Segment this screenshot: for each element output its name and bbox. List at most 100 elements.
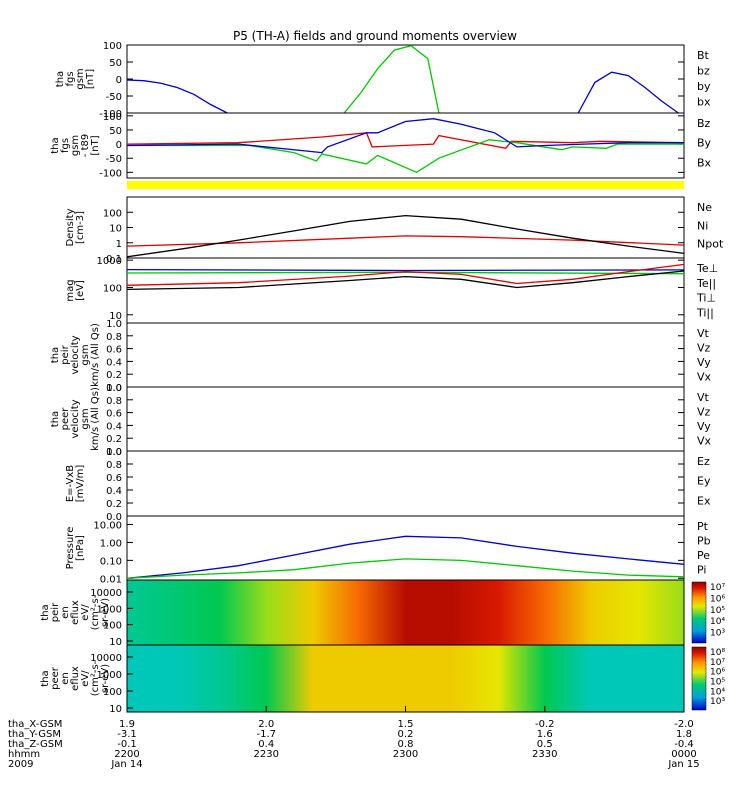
colorbar-label: 10³ xyxy=(710,697,725,707)
chart-title: P5 (TH-A) fields and ground moments over… xyxy=(233,29,517,43)
series-By-line xyxy=(127,139,684,174)
ephemeris-value: -0.4 xyxy=(674,739,694,750)
legend-Ex: Ex xyxy=(697,494,711,507)
ephemeris-value: 0000 xyxy=(671,749,696,760)
y-axis-label: [nT] xyxy=(85,69,96,89)
heatmap-peir-eflux xyxy=(127,580,684,645)
y-axis-label: peir xyxy=(50,602,61,622)
panel-frame-pressure xyxy=(126,515,685,581)
legend-Pi: Pi xyxy=(697,564,706,577)
ephemeris-label: hhmm xyxy=(8,749,40,760)
colorbar-label: 10⁴ xyxy=(710,687,725,697)
colorbar-peir-eflux xyxy=(691,581,707,644)
series-Te⊥-line xyxy=(126,263,685,286)
y-axis-label: peer xyxy=(50,666,61,690)
y-tick-label: 10 xyxy=(109,704,122,715)
legend-Ey: Ey xyxy=(697,475,711,488)
ephemeris-value: -3.1 xyxy=(117,729,137,740)
colorbar-label: 10⁷ xyxy=(710,658,725,668)
y-axis-label: mag xyxy=(65,279,76,301)
panel-frame-efield xyxy=(126,450,685,517)
legend-Vt: Vt xyxy=(697,391,710,404)
y-axis-label: km/s (All Qs) xyxy=(90,323,101,387)
series-bx-line xyxy=(577,71,679,114)
y-tick-label: 0.0 xyxy=(106,512,122,523)
series-Ne-line xyxy=(126,235,685,247)
legend-By: By xyxy=(697,137,712,150)
y-axis-label: tha xyxy=(50,411,61,427)
series-Bz-line xyxy=(126,132,685,150)
ephemeris-value: 2300 xyxy=(393,749,418,760)
legend-Bt: Bt xyxy=(697,49,710,62)
y-tick-label: 10000 xyxy=(90,588,122,599)
y-tick-label: -100 xyxy=(99,109,122,120)
y-tick-label: 100 xyxy=(103,283,122,294)
legend-Pb: Pb xyxy=(697,535,711,548)
y-tick-label: 1 xyxy=(116,239,122,250)
y-tick-label: 0.10 xyxy=(100,556,122,567)
y-axis-label: [eV] xyxy=(75,280,86,301)
ephemeris-value: 1.5 xyxy=(398,719,414,730)
y-axis-label: (cm²-s- xyxy=(90,594,101,630)
y-tick-label: 50 xyxy=(109,126,122,137)
ephemeris-label: tha_Y-GSM xyxy=(8,729,61,740)
y-tick-label: 100 xyxy=(103,112,122,123)
legend-Bz: Bz xyxy=(697,117,711,130)
y-axis-label: km/s (All Qs) xyxy=(90,387,101,451)
y-tick-label: 10000 xyxy=(90,653,122,664)
y-tick-label: 1.0 xyxy=(106,447,122,458)
y-axis-label: en xyxy=(60,606,71,619)
y-tick-label: 0.8 xyxy=(106,332,122,343)
ephemeris-value: 1.8 xyxy=(676,729,692,740)
ephemeris-value: 2330 xyxy=(532,749,557,760)
legend-Vz: Vz xyxy=(697,406,711,419)
y-tick-label: 0.0 xyxy=(106,447,122,458)
y-tick-label: 0.2 xyxy=(106,499,122,510)
data-availability-bar xyxy=(127,181,684,189)
y-tick-label: 0.8 xyxy=(106,396,122,407)
ephemeris-value: 0.4 xyxy=(258,739,274,750)
legend-Ti⊥: Ti⊥ xyxy=(696,292,716,305)
series-Te||-line xyxy=(126,270,685,291)
y-axis-label: eV/ xyxy=(80,670,91,687)
y-axis-label: tha xyxy=(40,670,51,686)
colorbar-label: 10⁶ xyxy=(710,668,725,678)
y-tick-label: 0.4 xyxy=(106,357,122,368)
legend-Pt: Pt xyxy=(697,520,709,533)
legend-Vy: Vy xyxy=(697,356,711,369)
colorbar-label: 10⁸ xyxy=(710,648,725,658)
y-tick-label: 10 xyxy=(109,224,122,235)
ephemeris-label: tha_X-GSM xyxy=(8,719,62,730)
legend-Vx: Vx xyxy=(697,435,712,448)
y-axis-label: gsm xyxy=(80,344,91,365)
y-axis-label: tha xyxy=(55,71,66,87)
colorbar-label: 10⁵ xyxy=(710,678,725,688)
y-axis-label: (cm²-s- xyxy=(90,660,101,696)
y-tick-label: 100 xyxy=(103,687,122,698)
legend-Vt: Vt xyxy=(697,327,710,340)
y-axis-label: fgs xyxy=(60,138,71,153)
y-axis-label: gsm xyxy=(80,408,91,429)
y-axis-label: Pressure xyxy=(65,527,76,570)
y-axis-label: gsm xyxy=(70,135,81,156)
colorbar-label: 10⁴ xyxy=(710,617,725,627)
series-Pi-line xyxy=(126,535,685,579)
y-tick-label: 0.6 xyxy=(106,409,122,420)
y-tick-label: 1000 xyxy=(97,604,122,615)
legend-Ez: Ez xyxy=(697,455,710,468)
panel-frame-temperature xyxy=(126,257,685,324)
heatmap-peer-eflux xyxy=(127,645,684,712)
y-tick-label: 0.4 xyxy=(106,421,122,432)
y-axis-label: tha xyxy=(50,137,61,153)
y-tick-label: 0.0 xyxy=(106,383,122,394)
series-Ti||-line xyxy=(126,271,685,275)
y-tick-label: 1000 xyxy=(97,670,122,681)
legend-Vz: Vz xyxy=(697,342,711,355)
y-axis-label: [mV/m] xyxy=(75,465,86,503)
series-Ti⊥-line xyxy=(126,268,685,272)
y-axis-label: [nT] xyxy=(90,135,101,155)
colorbar-label: 10⁵ xyxy=(710,606,725,616)
colorbar-peer-eflux xyxy=(691,646,707,711)
y-axis-label: sr-eV) xyxy=(100,664,111,693)
